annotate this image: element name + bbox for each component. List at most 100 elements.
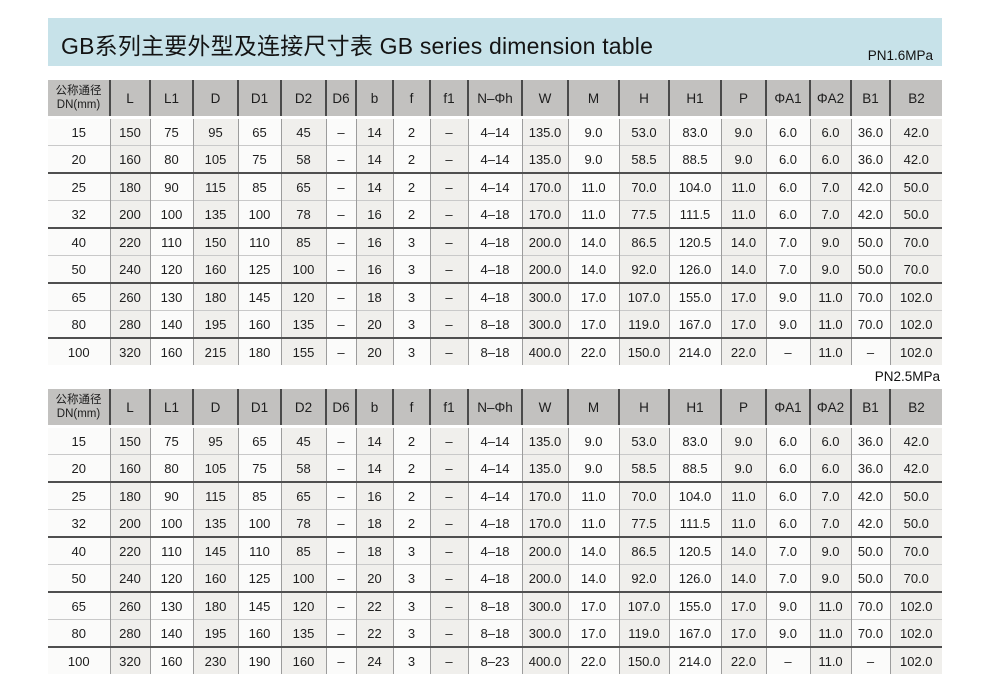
cell: 3: [393, 647, 431, 674]
cell: 42.0: [890, 117, 942, 146]
cell: 102.0: [890, 310, 942, 338]
cell: 160: [238, 310, 282, 338]
column-header: D1: [238, 389, 282, 427]
title-bar: GB系列主要外型及连接尺寸表 GB series dimension table…: [48, 18, 942, 66]
cell: –: [766, 647, 811, 674]
column-header: D: [193, 389, 239, 427]
column-header: D6: [326, 80, 357, 118]
cell: –: [326, 426, 357, 455]
dn-cell: 100: [48, 647, 111, 674]
cell: 7.0: [810, 509, 852, 537]
cell: 20: [356, 338, 394, 365]
cell: 135.0: [522, 145, 569, 173]
table-row: 25 180 90 115 85 65–14 2–4–14 170.0 11.0 70.0 104.…: [48, 173, 942, 201]
cell: 50.0: [890, 200, 942, 228]
table-row: 40 220 110 150 110 85–16 3–4–18 200.0 14.0 86.5 12…: [48, 228, 942, 256]
cell: 75: [150, 117, 194, 146]
cell: 58.5: [619, 145, 670, 173]
cell: 4–18: [468, 283, 523, 311]
cell: 120: [150, 564, 194, 592]
column-header-dn: 公称通径 DN(mm): [48, 80, 111, 118]
cell: 58.5: [619, 454, 670, 482]
cell: 22.0: [721, 647, 767, 674]
cell: 14.0: [568, 537, 620, 565]
cell: 230: [193, 647, 239, 674]
cell: 45: [281, 117, 327, 146]
cell: 140: [150, 310, 194, 338]
cell: 167.0: [669, 310, 722, 338]
cell: 6.0: [766, 145, 811, 173]
cell: 400.0: [522, 338, 569, 365]
cell: 20: [356, 564, 394, 592]
table-row: 25 180 90 115 85 65–16 2–4–14 170.0 11.0 70.0 104.…: [48, 482, 942, 510]
cell: 2: [393, 200, 431, 228]
cell: 240: [110, 255, 151, 283]
cell: 2: [393, 117, 431, 146]
cell: –: [430, 145, 469, 173]
column-header: ΦA1: [766, 80, 811, 118]
cell: 11.0: [810, 619, 852, 647]
cell: 150: [110, 117, 151, 146]
cell: 88.5: [669, 145, 722, 173]
cell: 7.0: [766, 537, 811, 565]
cell: –: [430, 173, 469, 201]
cell: 9.0: [766, 310, 811, 338]
cell: 11.0: [810, 647, 852, 674]
column-header: L: [110, 389, 151, 427]
cell: 180: [193, 592, 239, 620]
cell: 100: [238, 509, 282, 537]
cell: –: [430, 255, 469, 283]
cell: 4–18: [468, 537, 523, 565]
cell: 100: [281, 564, 327, 592]
cell: 300.0: [522, 310, 569, 338]
cell: 4–14: [468, 173, 523, 201]
cell: –: [326, 537, 357, 565]
cell: 70.0: [890, 255, 942, 283]
cell: 14.0: [721, 537, 767, 565]
cell: 135.0: [522, 454, 569, 482]
cell: 9.0: [721, 454, 767, 482]
table-section-pn25: 公称通径 DN(mm) L L1 D D1 D2 D6 b f f1 N–Φh W M H H1 P ΦA1 ΦA2…: [48, 389, 1000, 674]
cell: 180: [238, 338, 282, 365]
cell: 220: [110, 537, 151, 565]
column-header: W: [522, 80, 569, 118]
dn-cell: 25: [48, 482, 111, 510]
column-header: ΦA2: [810, 389, 852, 427]
cell: 65: [238, 426, 282, 455]
cell: 190: [238, 647, 282, 674]
cell: 6.0: [766, 509, 811, 537]
cell: 102.0: [890, 592, 942, 620]
cell: –: [326, 228, 357, 256]
cell: 92.0: [619, 564, 670, 592]
cell: 14.0: [721, 564, 767, 592]
column-header: P: [721, 389, 767, 427]
cell: 42.0: [851, 482, 891, 510]
cell: 220: [110, 228, 151, 256]
cell: 7.0: [766, 564, 811, 592]
dn-cell: 50: [48, 564, 111, 592]
cell: –: [430, 283, 469, 311]
cell: –: [326, 310, 357, 338]
cell: 77.5: [619, 200, 670, 228]
cell: 78: [281, 200, 327, 228]
table-row: 50 240 120 160 125 100–16 3–4–18 200.0 14.0 92.0 1…: [48, 255, 942, 283]
cell: 6.0: [810, 454, 852, 482]
cell: 9.0: [766, 619, 811, 647]
cell: 9.0: [810, 255, 852, 283]
cell: 214.0: [669, 338, 722, 365]
cell: 9.0: [766, 283, 811, 311]
column-header: N–Φh: [468, 80, 523, 118]
cell: –: [430, 426, 469, 455]
cell: 17.0: [721, 592, 767, 620]
table-row: 100 320 160 215 180 155–20 3–8–18 400.0 22.0 150.…: [48, 338, 942, 365]
column-header: M: [568, 389, 620, 427]
dn-cell: 20: [48, 454, 111, 482]
cell: 6.0: [766, 482, 811, 510]
cell: 11.0: [810, 338, 852, 365]
cell: 16: [356, 200, 394, 228]
dn-cell: 15: [48, 426, 111, 455]
cell: 120: [281, 592, 327, 620]
column-header: D2: [281, 80, 327, 118]
cell: 78: [281, 509, 327, 537]
